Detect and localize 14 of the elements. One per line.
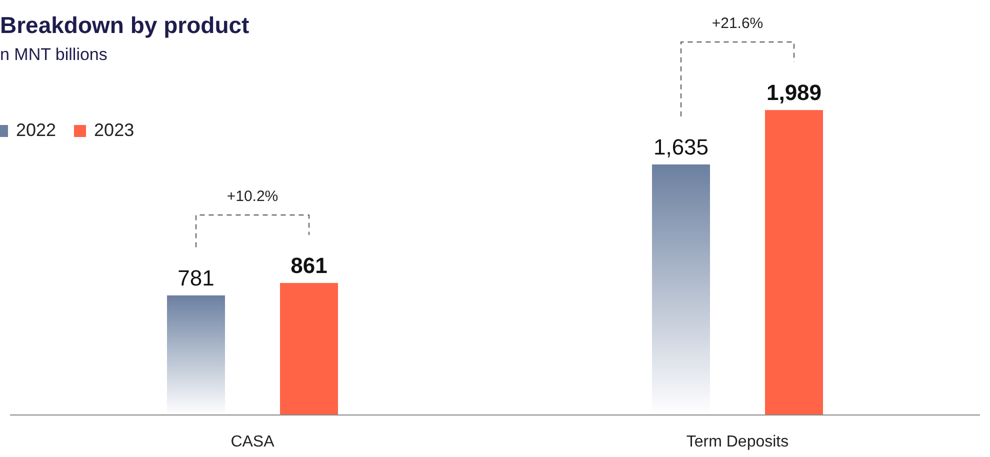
chart-title: Breakdown by product: [0, 12, 250, 39]
legend-label: 2023: [94, 120, 134, 141]
data-label: 861: [290, 252, 328, 278]
chart-subtitle: n MNT billions: [0, 45, 108, 65]
data-label: 1,989: [766, 80, 822, 106]
x-tick-label: CASA: [230, 433, 275, 450]
bar: [280, 282, 338, 415]
annotation: +10.2%: [226, 188, 278, 205]
data-label: 781: [178, 265, 214, 290]
legend-label: 2022: [16, 120, 56, 141]
data-label: 1,635: [653, 134, 709, 160]
x-tick-label: Term Deposits: [686, 433, 789, 450]
bar: [765, 110, 823, 415]
text: +21.6%: [712, 15, 764, 32]
